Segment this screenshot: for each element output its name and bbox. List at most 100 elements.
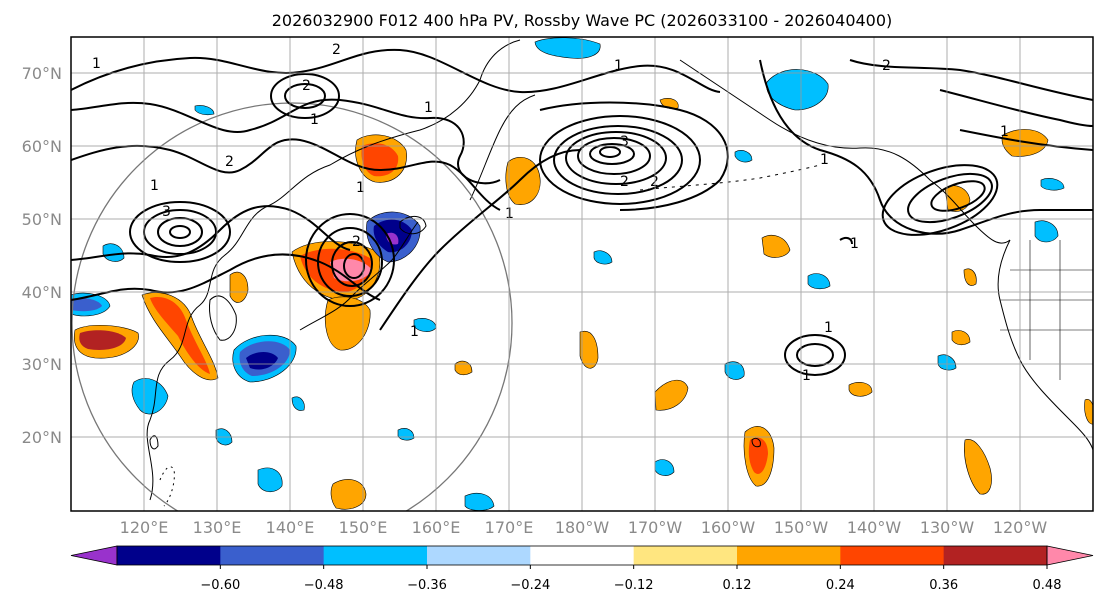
map-title: 2026032900 F012 400 hPa PV, Rossby Wave … (272, 11, 893, 30)
contour-low-west (129, 201, 231, 263)
colorbar-tick-label: −0.24 (510, 578, 550, 593)
contour-label: 1 (802, 368, 811, 384)
positive-anomaly (654, 379, 689, 411)
contour-low-japan (331, 241, 373, 287)
coastline-taiwan (149, 435, 159, 450)
positive-anomaly (761, 235, 791, 258)
colorbar-segment (427, 546, 531, 565)
contour-line (849, 59, 1093, 101)
contour-line (71, 253, 381, 301)
contour-line (959, 129, 1093, 151)
contour-label: 1 (410, 324, 419, 340)
contour-line (71, 98, 501, 185)
negative-anomaly (734, 150, 753, 163)
map-frame (70, 36, 1094, 512)
lat-label: 70°N (22, 64, 62, 83)
gridlines (71, 37, 1093, 511)
contour-line (71, 205, 351, 261)
negative-anomaly-peak (386, 232, 399, 245)
colorbar: −0.60 −0.48 −0.36 −0.24 −0.12 0.12 0.24 0.36 0.4… (70, 545, 1094, 593)
colorbar-segment (530, 546, 635, 565)
lon-label: 150°W (774, 518, 829, 537)
lon-label: 180°W (555, 518, 610, 537)
lon-label: 140°E (266, 518, 315, 537)
contour-label: 1 (614, 58, 623, 74)
negative-anomaly (724, 361, 745, 380)
lat-label: 60°N (22, 137, 62, 156)
coastline-korea (209, 295, 237, 341)
coastline-kamchatka (469, 94, 536, 201)
negative-anomaly (654, 459, 675, 476)
positive-anomaly (229, 271, 249, 303)
lon-label: 170°W (628, 518, 683, 537)
colorbar-segment (943, 546, 1048, 565)
contour-label: 1 (824, 320, 833, 336)
contour-label: 3 (162, 204, 171, 220)
contour-label: 1 (150, 178, 159, 194)
negative-anomaly (131, 378, 169, 415)
positive-anomaly (964, 439, 992, 495)
colorbar-tick-label: 0.12 (723, 578, 752, 593)
contour-line (379, 149, 581, 331)
positive-anomaly (951, 330, 971, 346)
coastline-hokkaido (399, 216, 427, 235)
contour-line (71, 138, 501, 211)
pv-contours (71, 48, 1093, 376)
negative-anomaly (464, 493, 495, 511)
negative-anomaly (807, 273, 831, 290)
colorbar-tick-label: −0.60 (200, 578, 240, 593)
lat-label: 20°N (22, 428, 62, 447)
lon-label: 150°E (339, 518, 388, 537)
contour-line (71, 48, 721, 94)
longitude-labels: 120°E 130°E 140°E 150°E 160°E 170°E 180°W 170°W… (120, 518, 1048, 537)
rossby-circle (71, 102, 513, 511)
negative-anomaly (257, 467, 283, 493)
negative-anomaly (593, 250, 613, 265)
latitude-labels: 70°N 60°N 50°N 40°N 30°N 20°N (22, 64, 62, 447)
map-panel: 1 2 1 2 1 2 3 1 1 2 1 2 3 2 1 1 2 1 1 1 (70, 36, 1094, 512)
contour-line (539, 101, 729, 211)
colorbar-tick-label: −0.48 (304, 578, 344, 593)
lat-label: 40°N (22, 283, 62, 302)
colorbar-tick-label: −0.36 (407, 578, 447, 593)
colorbar-extend-min (70, 545, 118, 566)
negative-anomaly (194, 105, 215, 116)
contour-label: 1 (92, 56, 101, 72)
contour-high-pacific (599, 146, 621, 158)
contour-trough-east (907, 172, 993, 224)
positive-anomaly (454, 360, 473, 376)
contour-label: 2 (620, 174, 629, 190)
negative-anomaly-core (71, 297, 102, 312)
lon-label: 130°E (193, 518, 242, 537)
contour-label: 2 (882, 58, 891, 74)
contour-label: 3 (620, 134, 629, 150)
positive-anomaly (330, 479, 367, 510)
colorbar-frame (116, 545, 1048, 566)
state-borders (1000, 240, 1093, 380)
contour-label: 1 (424, 100, 433, 116)
contour-low-japan (317, 227, 383, 297)
colorbar-tick-label: 0.36 (929, 578, 958, 593)
coastline-japan (299, 221, 419, 331)
lon-label: 120°E (120, 518, 169, 537)
contour-high-pacific (565, 131, 667, 185)
contour-line (939, 89, 1093, 127)
contour-high-pacific (589, 143, 635, 165)
positive-anomaly (505, 157, 541, 206)
negative-anomaly (534, 37, 601, 59)
coastline-asia (146, 39, 521, 501)
positive-anomaly (325, 296, 371, 351)
colorbar-tick-label: −0.12 (614, 578, 654, 593)
contour-small-low (284, 83, 326, 109)
colorbar-segment (220, 546, 325, 565)
contour-label: 2 (650, 174, 659, 190)
lon-label: 170°E (485, 518, 534, 537)
contour-low-west (169, 225, 191, 239)
negative-anomaly (291, 396, 305, 411)
lon-label: 130°W (920, 518, 975, 537)
colorbar-extend-max (1046, 545, 1094, 566)
contour-oval-south (796, 343, 834, 367)
contour-label: 2 (302, 78, 311, 94)
contour-trough-east (881, 164, 999, 236)
